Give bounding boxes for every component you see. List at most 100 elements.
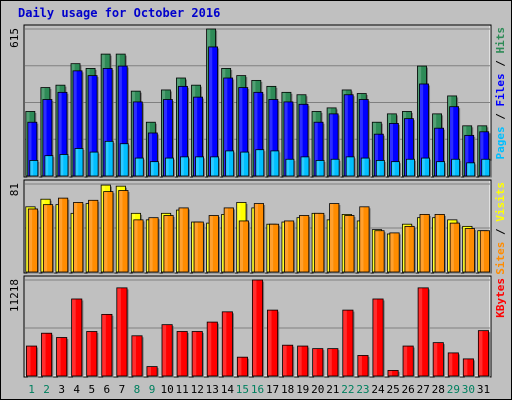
files-bar-highlight (178, 86, 183, 176)
sites-bar (42, 204, 54, 273)
files-bar-highlight (163, 100, 168, 176)
pages-bar-highlight (165, 158, 169, 176)
day-tick-label: 7 (119, 383, 126, 396)
kbytes-bar (297, 345, 309, 377)
pages-bar (29, 160, 39, 177)
pages-bar-highlight (75, 149, 79, 176)
day-tick-label: 31 (477, 383, 490, 396)
pages-bar-highlight (391, 162, 395, 176)
legend-separator: / (494, 107, 507, 127)
kbytes-bar-highlight (298, 346, 302, 376)
panel-1-legend: Pages / Files / Hits (494, 27, 507, 160)
sites-bar-highlight (164, 216, 168, 272)
pages-bar (285, 158, 295, 177)
day-tick-label: 23 (356, 383, 369, 396)
sites-bar (208, 215, 219, 273)
day-tick-label: 4 (73, 383, 80, 396)
sites-bar-highlight (315, 213, 319, 272)
sites-bar (133, 219, 144, 273)
sites-bar-highlight (179, 208, 183, 272)
kbytes-bar-highlight (313, 349, 317, 376)
files-bar-highlight (389, 123, 394, 176)
kbytes-bar (86, 331, 98, 377)
pages-bar (315, 160, 325, 177)
sites-bar (73, 202, 84, 273)
pages-bar (270, 150, 280, 177)
kbytes-bar-highlight (147, 367, 152, 376)
sites-bar-highlight (420, 214, 424, 272)
day-tick-label: 16 (251, 383, 264, 396)
legend-pages: Pages (494, 126, 507, 159)
kbytes-bar (402, 345, 414, 377)
day-tick-label: 22 (341, 383, 354, 396)
day-tick-label: 8 (134, 383, 141, 396)
kbytes-bar (432, 342, 444, 377)
kbytes-bar-highlight (177, 332, 182, 376)
sites-bar-highlight (405, 226, 409, 272)
kbytes-bar-highlight (403, 346, 408, 376)
pages-bar (451, 158, 461, 177)
day-tick-label: 12 (191, 383, 204, 396)
panel-2-legend: Sites / Visits (494, 182, 507, 275)
kbytes-bar (267, 309, 279, 377)
kbytes-bar (56, 337, 68, 377)
day-tick-label: 26 (402, 383, 415, 396)
sites-bar-highlight (450, 223, 454, 272)
sites-bar (389, 232, 400, 273)
sites-bar (434, 214, 445, 273)
files-bar-highlight (299, 104, 303, 176)
files-bar-highlight (480, 132, 484, 176)
pages-bar-highlight (150, 162, 154, 176)
day-tick-label: 2 (43, 383, 50, 396)
sites-bar (253, 203, 265, 273)
kbytes-bar-highlight (26, 346, 31, 376)
sites-bar-highlight (254, 204, 259, 272)
day-tick-label: 20 (311, 383, 324, 396)
files-bar-highlight (43, 100, 47, 176)
pages-bar-highlight (421, 158, 425, 176)
sites-bar (359, 206, 370, 273)
kbytes-bar (236, 356, 248, 377)
files-bar-highlight (404, 119, 409, 176)
pages-bar-highlight (256, 150, 260, 176)
day-tick-label: 18 (281, 383, 294, 396)
files-bar-highlight (73, 71, 77, 176)
legend-kbytes: KBytes (494, 278, 507, 318)
kbytes-bar (372, 298, 384, 377)
kbytes-bar-highlight (267, 310, 272, 376)
pages-bar (89, 151, 99, 177)
pages-bar-highlight (211, 157, 214, 176)
day-tick-label: 19 (296, 383, 309, 396)
kbytes-bar-highlight (192, 332, 197, 376)
sites-bar (479, 230, 490, 273)
sites-bar-highlight (43, 205, 48, 272)
pages-bar-highlight (437, 162, 440, 176)
pages-bar (345, 156, 355, 177)
day-tick-label: 28 (432, 383, 445, 396)
sites-bar-highlight (465, 229, 469, 272)
chart-title: Daily usage for October 2016 (18, 6, 221, 20)
pages-bar (330, 158, 340, 177)
sites-bar (268, 223, 280, 273)
files-bar-highlight (269, 100, 273, 176)
sites-bar (223, 207, 234, 273)
files-bar-highlight (239, 88, 243, 176)
sites-bar-highlight (360, 207, 364, 272)
day-tick-label: 9 (149, 383, 156, 396)
sites-bar (238, 220, 249, 273)
files-bar-highlight (314, 122, 318, 176)
kbytes-bar-highlight (478, 331, 483, 376)
pages-bar (255, 149, 265, 177)
pages-bar (481, 158, 491, 177)
files-bar-highlight (284, 102, 288, 176)
pages-bar-highlight (226, 151, 229, 176)
kbytes-bar (462, 358, 474, 377)
kbytes-bar-highlight (222, 312, 227, 376)
kbytes-bar-highlight (343, 310, 347, 376)
sites-bar (299, 215, 310, 273)
pages-bar (210, 156, 220, 177)
day-tick-label: 24 (371, 383, 385, 396)
kbytes-bar (71, 298, 83, 377)
sites-bar-highlight (134, 220, 138, 272)
pages-bar-highlight (105, 141, 109, 176)
